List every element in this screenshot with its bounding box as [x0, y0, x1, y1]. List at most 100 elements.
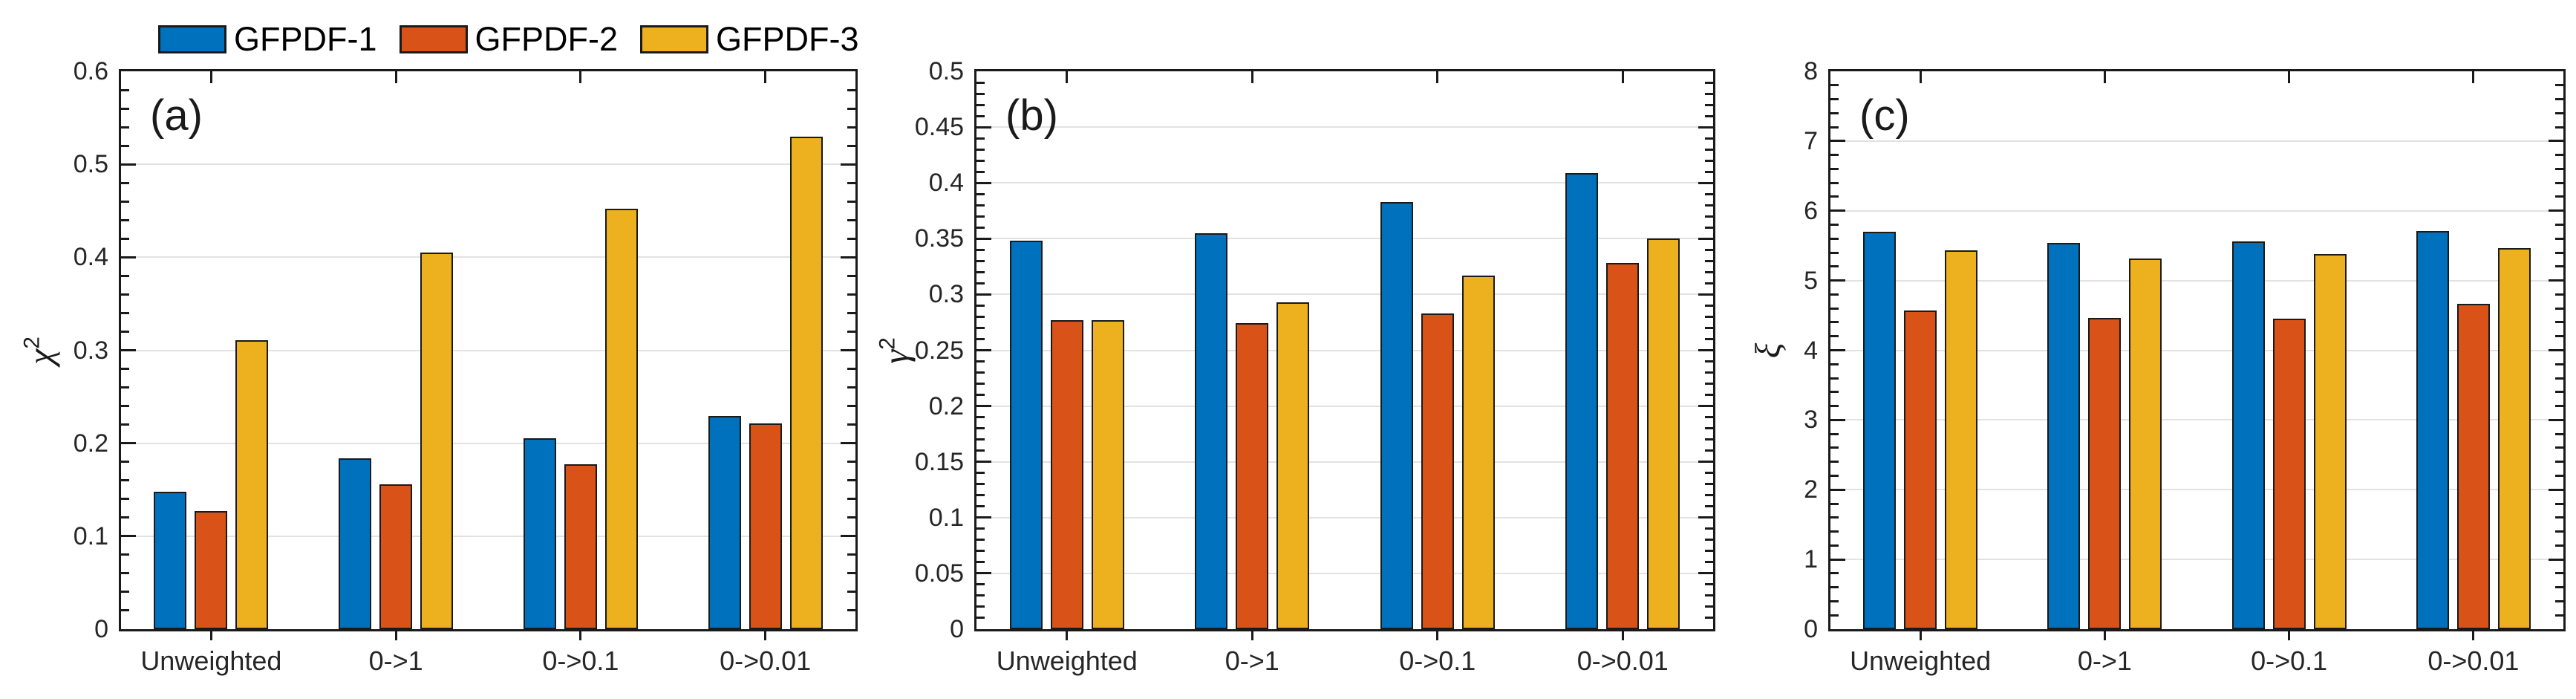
y-axis-tick — [976, 572, 991, 575]
x-category-label: Unweighted — [140, 646, 282, 676]
y-axis-tick — [1830, 279, 1845, 282]
y-axis-tick — [847, 609, 855, 612]
y-tick-label: 0.2 — [73, 429, 108, 458]
y-axis-tick — [1830, 488, 1845, 491]
y-tick-label: 4 — [1804, 336, 1818, 365]
y-axis-tick — [1830, 558, 1845, 561]
x-category-label: 0->0.01 — [2427, 646, 2520, 676]
y-axis-tick — [1705, 427, 1713, 430]
y-axis-tick — [1830, 237, 1839, 240]
bar-gfpdf-2-0-1 — [379, 484, 413, 629]
y-axis-tick — [1830, 84, 1839, 87]
panel-letter: (c) — [1859, 91, 1910, 140]
y-axis-tick — [2555, 586, 2563, 589]
gridline — [121, 163, 855, 166]
legend-item-gfpdf-1: GFPDF-1 — [158, 22, 377, 56]
x-axis-top-tick — [764, 71, 767, 83]
y-axis-tick — [847, 144, 855, 147]
x-axis-tick — [2288, 631, 2291, 640]
y-axis-tick — [1830, 446, 1839, 449]
x-category-label: Unweighted — [996, 646, 1138, 676]
x-axis-top-tick — [1066, 71, 1069, 83]
y-tick-label: 0 — [950, 615, 964, 643]
y-axis-tick — [1830, 335, 1839, 338]
y-axis-symbol: γ — [876, 349, 916, 364]
y-tick-label: 0.45 — [914, 113, 964, 142]
y-tick-label: 1 — [1804, 545, 1818, 574]
y-axis-tick — [2555, 391, 2563, 394]
y-axis-tick — [1705, 594, 1713, 597]
y-axis-tick — [1698, 349, 1713, 351]
bar-gfpdf-3-0-1 — [420, 253, 454, 629]
gridline — [976, 293, 1713, 296]
bar-gfpdf-2-unweighted — [1050, 319, 1083, 629]
y-axis-tick — [976, 561, 985, 564]
y-axis-tick — [841, 442, 855, 445]
y-axis-tick — [847, 274, 855, 277]
legend-item-gfpdf-3: GFPDF-3 — [640, 22, 859, 56]
y-axis-tick — [847, 516, 855, 519]
y-axis-tick — [976, 215, 985, 218]
x-axis-top-tick — [2472, 71, 2475, 83]
y-tick-label: 0.25 — [914, 336, 964, 365]
y-axis-tick — [2549, 279, 2563, 282]
x-category-label: 0->0.01 — [1576, 646, 1669, 676]
y-axis-tick — [847, 423, 855, 426]
legend-label: GFPDF-1 — [234, 20, 377, 58]
y-axis-tick — [847, 591, 855, 594]
y-axis-tick — [1705, 326, 1713, 329]
x-category-label: 0->0.1 — [1399, 646, 1476, 676]
y-axis-tick — [976, 282, 985, 285]
x-axis-tick — [394, 631, 397, 640]
x-axis-tick — [1919, 631, 1922, 640]
bar-gfpdf-2-0-0-1 — [2272, 319, 2306, 629]
x-axis-top-tick — [2103, 71, 2106, 83]
y-axis-tick — [976, 349, 991, 351]
y-axis-tick — [976, 527, 985, 530]
panel-letter: (b) — [1005, 91, 1058, 140]
y-axis-tick — [976, 494, 985, 497]
y-axis-tick — [2555, 321, 2563, 324]
y-axis-tick — [1830, 140, 1845, 143]
gridline — [121, 535, 855, 537]
bar-gfpdf-2-0-0-01 — [1606, 263, 1640, 629]
y-axis-tick — [847, 572, 855, 575]
y-axis-tick — [2549, 418, 2563, 421]
y-axis-tick — [847, 181, 855, 184]
y-axis-tick — [847, 405, 855, 408]
legend-label: GFPDF-2 — [475, 20, 619, 58]
x-category-label: 0->1 — [368, 646, 423, 676]
y-axis-tick — [1830, 572, 1839, 575]
y-axis-tick — [1830, 599, 1839, 602]
bar-gfpdf-2-0-0-01 — [2456, 303, 2490, 629]
y-tick-label: 6 — [1804, 196, 1818, 225]
y-axis-tick — [1705, 315, 1713, 318]
y-axis-tick — [2555, 84, 2563, 87]
y-axis-tick — [847, 293, 855, 296]
y-axis-tick — [1705, 92, 1713, 95]
y-axis-tick — [121, 516, 129, 519]
gridline — [1830, 140, 2563, 142]
y-axis-tick — [1830, 544, 1839, 547]
x-axis-top-tick — [209, 71, 212, 83]
y-axis-tick — [121, 144, 129, 147]
bar-gfpdf-2-unweighted — [195, 511, 228, 629]
y-axis-tick — [2555, 111, 2563, 114]
x-axis-top-tick — [1919, 71, 1922, 83]
y-axis-tick — [2555, 474, 2563, 477]
bar-gfpdf-1-0-1 — [339, 458, 372, 629]
x-category-label: 0->0.01 — [720, 646, 812, 676]
y-axis-tick — [976, 237, 991, 240]
y-axis-tick — [1830, 293, 1839, 296]
y-axis-tick — [1830, 321, 1839, 324]
bar-gfpdf-3-0-0-1 — [2313, 253, 2347, 629]
y-axis-tick — [2555, 461, 2563, 464]
y-tick-label: 0.5 — [73, 150, 108, 179]
y-axis-tick — [2555, 377, 2563, 380]
y-axis-tick — [847, 498, 855, 501]
y-axis-tick — [2555, 237, 2563, 240]
y-axis-tick — [976, 159, 985, 162]
y-axis-tick — [976, 427, 985, 430]
y-tick-label: 0.1 — [73, 521, 108, 550]
y-axis-tick — [121, 218, 129, 221]
